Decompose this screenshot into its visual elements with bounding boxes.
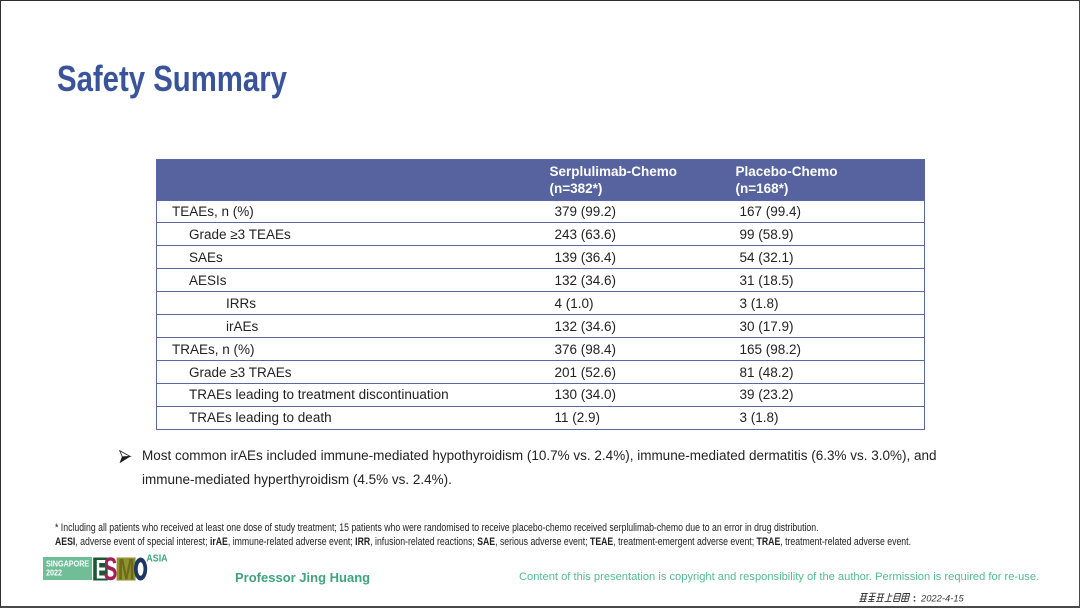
svg-text:2022-4-15: 2022-4-15	[920, 593, 965, 604]
svg-text:SINGAPORE: SINGAPORE	[46, 559, 89, 568]
svg-text:S: S	[104, 553, 118, 586]
svg-text:2022: 2022	[46, 568, 62, 577]
svg-text:ASIA: ASIA	[146, 553, 167, 565]
svg-text:M: M	[118, 554, 135, 586]
svg-text:E: E	[96, 554, 107, 584]
